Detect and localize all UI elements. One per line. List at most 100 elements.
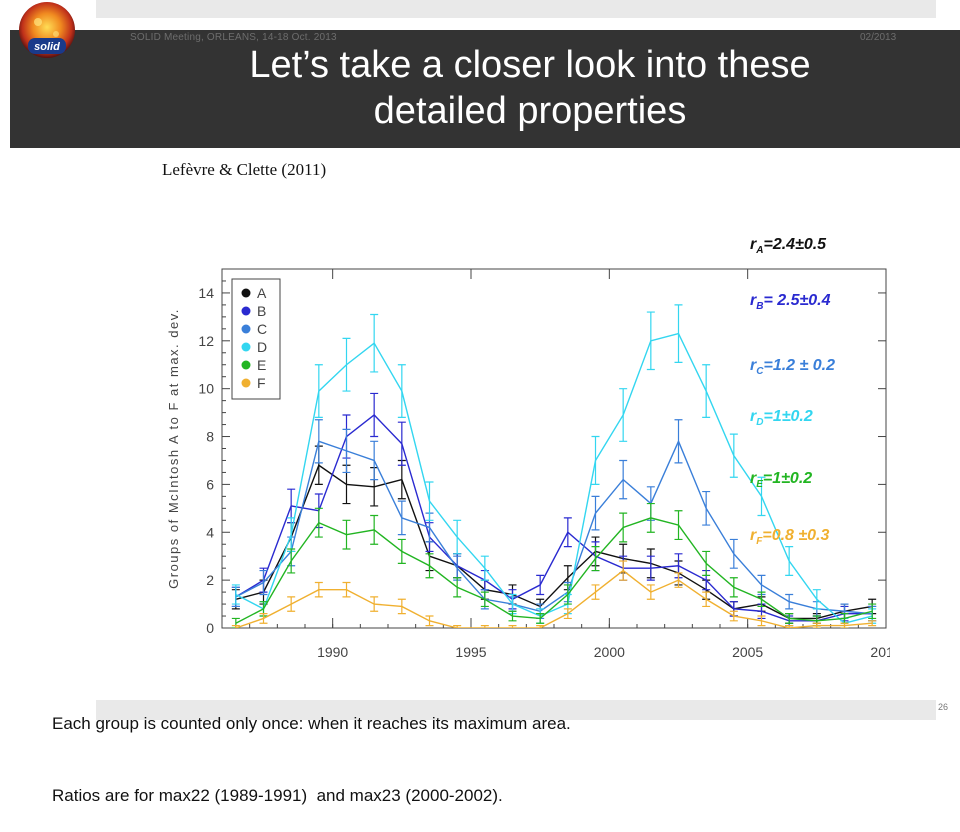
- ratio-d: rD=1±0.2: [750, 408, 813, 428]
- error-bar: [591, 546, 600, 572]
- error-bar: [619, 560, 628, 581]
- meeting-info: SOLID Meeting, ORLEANS, 14-18 Oct. 2013: [130, 32, 337, 43]
- series-f: [231, 560, 877, 628]
- legend-marker-b: [241, 306, 251, 316]
- error-bar: [370, 514, 379, 545]
- error-bar: [480, 555, 489, 581]
- error-bar: [370, 440, 379, 481]
- error-bar: [812, 622, 821, 628]
- error-bar: [729, 538, 738, 569]
- error-bar: [231, 625, 240, 628]
- error-bar: [370, 596, 379, 612]
- error-bar: [646, 311, 655, 371]
- legend-label-d: D: [257, 339, 267, 355]
- ratio-c: rC=1.2 ± 0.2: [750, 357, 835, 377]
- legend-marker-a: [241, 288, 251, 298]
- error-bar: [674, 304, 683, 363]
- error-bar: [342, 581, 351, 598]
- error-bar: [619, 512, 628, 543]
- error-bar: [287, 596, 296, 612]
- title-line-1: Let’s take a closer look into these: [249, 44, 811, 86]
- error-bar: [591, 435, 600, 485]
- ratio-b: rB= 2.5±0.4: [750, 292, 831, 312]
- caption-line-1: Each group is counted only once: when it…: [52, 714, 571, 733]
- error-bar: [785, 593, 794, 610]
- error-bar: [370, 392, 379, 438]
- error-bar: [563, 584, 572, 605]
- error-bar: [370, 313, 379, 373]
- legend-label-f: F: [257, 375, 266, 391]
- error-bar: [536, 613, 545, 624]
- citation: Lefèvre & Clette (2011): [162, 160, 327, 179]
- x-tick-label: 2010: [870, 644, 890, 660]
- error-bar: [397, 538, 406, 564]
- ratio-a: rA=2.4±0.5: [750, 236, 827, 256]
- error-bar: [757, 476, 766, 517]
- error-bar: [563, 517, 572, 548]
- error-bar: [508, 625, 517, 628]
- legend-marker-c: [241, 324, 251, 334]
- slide-number: 26: [938, 702, 949, 712]
- error-bar: [314, 581, 323, 598]
- y-tick-label: 2: [206, 572, 214, 588]
- error-bar: [397, 364, 406, 418]
- error-bar: [314, 419, 323, 464]
- error-bar: [729, 610, 738, 622]
- error-bar: [619, 388, 628, 442]
- error-bar: [785, 625, 794, 628]
- error-bar: [591, 495, 600, 531]
- legend-label-c: C: [257, 321, 267, 337]
- y-tick-label: 0: [206, 620, 214, 636]
- legend-label-b: B: [257, 303, 266, 319]
- y-tick-label: 14: [198, 285, 214, 301]
- error-bar: [785, 546, 794, 576]
- error-bar: [231, 584, 240, 605]
- ratio-f: rF=0.8 ±0.3: [750, 527, 830, 547]
- error-bar: [702, 364, 711, 418]
- error-bar: [868, 603, 877, 620]
- series-line-f: [235, 569, 873, 628]
- y-tick-label: 10: [198, 381, 214, 397]
- error-bar: [757, 591, 766, 608]
- error-bar: [840, 622, 849, 628]
- caption-line-2: Ratios are for max22 (1989-1991) and max…: [52, 786, 503, 805]
- meeting-date: 02/2013: [860, 32, 897, 43]
- error-bar: [536, 574, 545, 596]
- x-tick-label: 2005: [732, 644, 763, 660]
- bottom-decor-strip: [96, 700, 936, 720]
- series-b: [231, 392, 877, 627]
- error-bar: [674, 419, 683, 464]
- series-line-d: [235, 332, 873, 624]
- slide-title: Let’s take a closer look into these deta…: [150, 42, 910, 134]
- error-bar: [342, 519, 351, 550]
- error-bar: [729, 577, 738, 598]
- ratio-e: rE=1±0.2: [750, 470, 813, 490]
- error-bar: [287, 548, 296, 574]
- error-bar: [674, 572, 683, 588]
- error-bar: [397, 421, 406, 466]
- error-bar: [757, 615, 766, 627]
- legend-marker-f: [241, 378, 251, 388]
- y-tick-label: 12: [198, 333, 214, 349]
- error-bar: [453, 625, 462, 628]
- y-tick-label: 6: [206, 476, 214, 492]
- series-line-e: [235, 517, 873, 624]
- error-bar: [702, 490, 711, 526]
- series-c: [231, 419, 877, 622]
- legend-label-a: A: [257, 285, 267, 301]
- error-bar: [397, 459, 406, 500]
- error-bar: [314, 507, 323, 538]
- error-bar: [563, 608, 572, 620]
- chart: 0 2 4 6 8 10 12 14 1990 1995 2000 2005 2010 Groups of…: [166, 268, 890, 660]
- error-bar: [812, 589, 821, 610]
- legend-label-e: E: [257, 357, 266, 373]
- error-bar: [453, 519, 462, 555]
- error-bar: [868, 620, 877, 627]
- error-bar: [425, 553, 434, 579]
- series-line-c: [235, 439, 873, 615]
- y-tick-label: 8: [206, 429, 214, 445]
- error-bar: [425, 615, 434, 627]
- series-line-a: [235, 464, 873, 620]
- plot-frame: [221, 268, 887, 629]
- error-bar: [536, 625, 545, 628]
